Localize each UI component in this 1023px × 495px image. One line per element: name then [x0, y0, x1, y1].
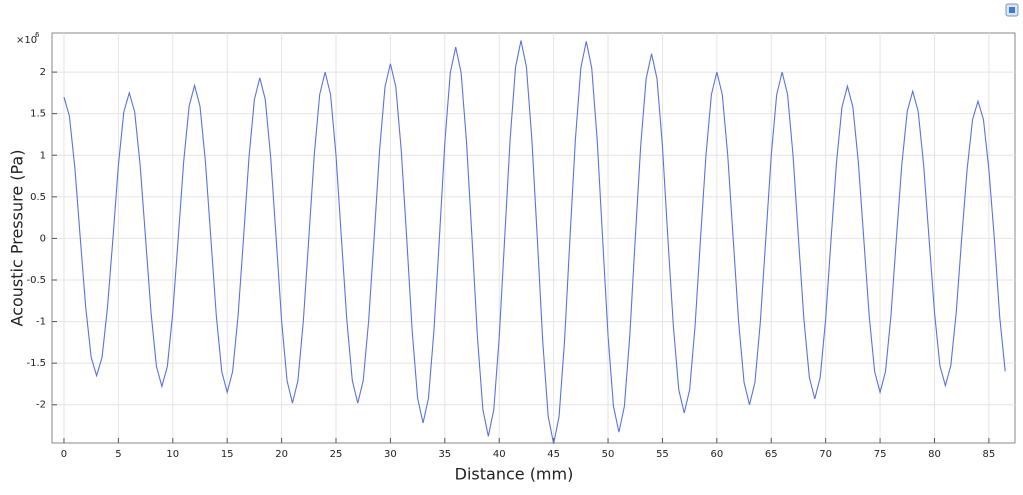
x-tick-label: 80: [928, 449, 941, 460]
y-multiplier: ×10: [16, 35, 37, 46]
x-tick-label: 70: [819, 449, 832, 460]
y-tick-label: -0.5: [26, 275, 46, 286]
y-tick-label: 2: [40, 67, 46, 78]
x-tick-label: 10: [166, 449, 179, 460]
y-tick-label: 0: [40, 233, 46, 244]
x-tick-label: 5: [115, 449, 121, 460]
icon[interactable]: [1005, 3, 1019, 17]
y-tick-label: -2: [36, 400, 46, 411]
x-tick-label: 0: [61, 449, 67, 460]
x-tick-label: 50: [602, 449, 615, 460]
y-tick-label: 1.5: [30, 109, 46, 120]
x-tick-label: 15: [221, 449, 234, 460]
x-tick-label: 25: [330, 449, 343, 460]
x-tick-label: 60: [710, 449, 723, 460]
x-tick-label: 30: [384, 449, 397, 460]
y-tick-label: -1: [36, 317, 46, 328]
y-tick-label: 0.5: [30, 192, 46, 203]
y-tick-label: 1: [40, 150, 46, 161]
y-tick-label: -1.5: [26, 358, 46, 369]
data-line: [63, 40, 1006, 444]
x-tick-label: 75: [874, 449, 887, 460]
y-multiplier-exponent: 6: [35, 31, 40, 39]
x-tick-label: 45: [547, 449, 560, 460]
x-tick-label: 85: [983, 449, 996, 460]
x-tick-label: 40: [493, 449, 506, 460]
x-tick-label: 65: [765, 449, 778, 460]
x-tick-label: 35: [438, 449, 451, 460]
x-axis-label: Distance (mm): [455, 465, 574, 484]
x-tick-label: 55: [656, 449, 669, 460]
x-tick-label: 20: [275, 449, 288, 460]
icon-core[interactable]: [1009, 7, 1015, 13]
y-axis-label: Acoustic Pressure (Pa): [8, 150, 27, 327]
